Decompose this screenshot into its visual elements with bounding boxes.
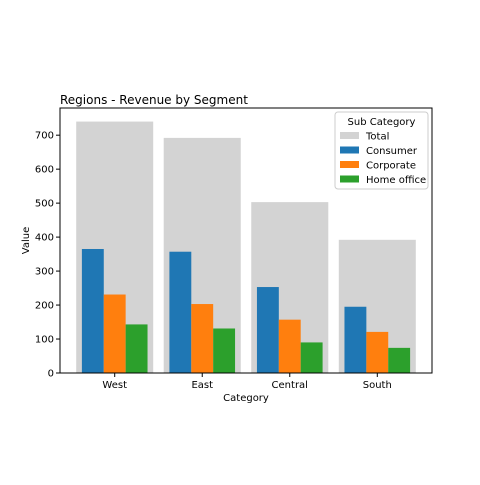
y-axis-label: Value (21, 227, 32, 254)
home-office-bar (213, 328, 236, 373)
legend-label: Corporate (366, 161, 416, 172)
x-tick-label: South (363, 380, 392, 391)
legend-swatch (340, 132, 359, 139)
legend-label: Total (365, 132, 389, 143)
legend-title: Sub Category (348, 117, 416, 128)
corporate-bar (191, 304, 214, 373)
consumer-bar (81, 248, 104, 373)
y-tick-label: 200 (35, 301, 54, 312)
home-office-bar (388, 347, 411, 373)
x-tick-label: East (191, 380, 213, 391)
consumer-bar (169, 251, 192, 373)
home-office-bar (125, 324, 148, 373)
corporate-bar (103, 294, 126, 373)
legend-swatch (340, 161, 359, 168)
x-tick-label: Central (272, 380, 308, 391)
home-office-bar (300, 342, 323, 373)
y-tick-label: 600 (35, 165, 54, 176)
y-tick-label: 500 (35, 199, 54, 210)
corporate-bar (278, 319, 301, 373)
legend-swatch (340, 146, 359, 154)
y-tick-label: 100 (35, 335, 54, 346)
legend-label: Consumer (366, 146, 418, 157)
x-axis-label: Category (223, 393, 269, 404)
plot-frame (59, 107, 433, 374)
x-axis: West East Central South (102, 373, 392, 391)
y-tick-label: 700 (35, 131, 54, 142)
legend-box (334, 111, 429, 190)
y-tick-label: 0 (48, 369, 54, 380)
legend-label: Home office (366, 175, 426, 186)
consumer-bar (256, 287, 279, 373)
chart-title: Regions - Revenue by Segment (60, 93, 248, 107)
y-tick-label: 300 (35, 267, 54, 278)
legend: Sub Category Total Consumer Corporate Home … (334, 111, 429, 190)
corporate-bar (366, 331, 389, 373)
legend-swatch (340, 175, 359, 183)
consumer-bar (344, 306, 367, 373)
x-tick-label: West (102, 380, 127, 391)
y-tick-label: 400 (35, 233, 54, 244)
y-axis: 0 100 200 300 400 500 600 700 (35, 131, 60, 380)
plot-area (76, 121, 416, 373)
